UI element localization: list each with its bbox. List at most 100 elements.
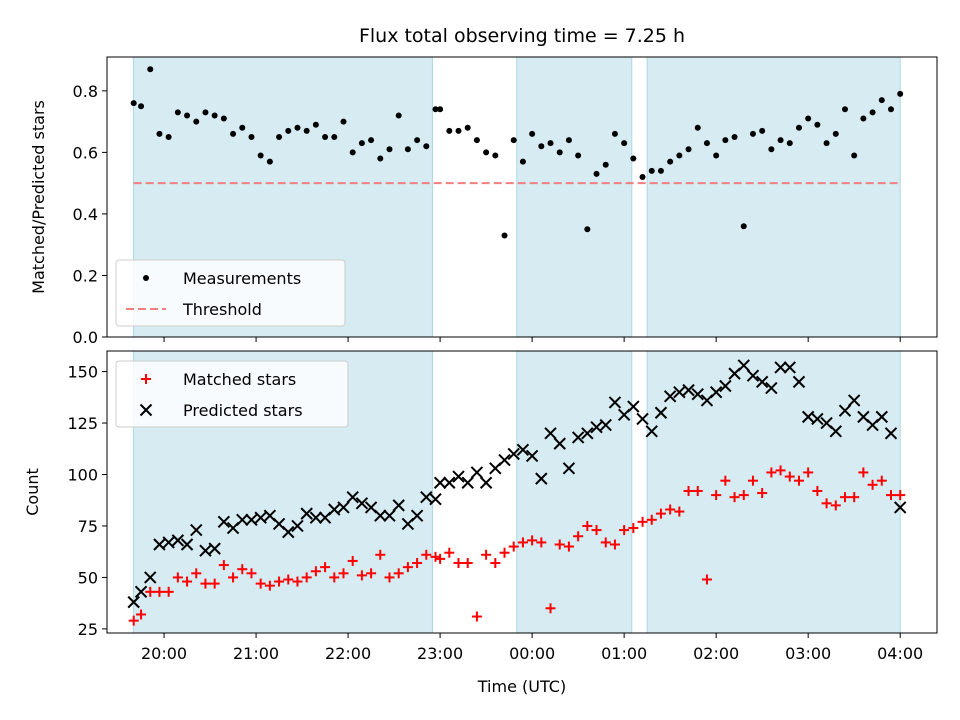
predicted-star-point xyxy=(199,544,212,557)
matched-star-point xyxy=(830,500,841,511)
x-tick-label: 03:00 xyxy=(785,644,831,663)
predicted-star-point xyxy=(525,449,539,463)
predicted-star-point xyxy=(709,385,723,399)
measurement-point xyxy=(786,140,793,147)
matched-star-point xyxy=(292,576,303,587)
predicted-star-point xyxy=(516,443,530,457)
matched-star-point xyxy=(775,465,786,476)
measurement-point xyxy=(437,106,444,113)
matched-star-point xyxy=(839,492,850,503)
measurement-point xyxy=(759,127,766,134)
measurement-point xyxy=(777,137,784,144)
matched-star-point xyxy=(301,572,312,583)
matched-star-point xyxy=(471,611,482,622)
predicted-star-point xyxy=(627,400,640,413)
measurement-point xyxy=(312,121,319,128)
matched-star-point xyxy=(329,572,340,583)
predicted-star-point xyxy=(470,466,484,479)
matched-star-point xyxy=(876,475,887,486)
matched-star-point xyxy=(182,576,193,587)
measurement-point xyxy=(621,140,628,147)
measurement-point xyxy=(230,130,237,137)
y-tick-label: 0.8 xyxy=(73,82,98,101)
matched-star-point xyxy=(646,514,657,525)
predicted-star-point xyxy=(875,410,888,424)
matched-star-point xyxy=(821,498,832,509)
predicted-star-point xyxy=(663,390,677,403)
predicted-star-point xyxy=(765,381,778,395)
measurement-point xyxy=(322,134,329,140)
predicted-star-point xyxy=(884,427,898,440)
measurement-point xyxy=(703,140,710,147)
matched-star-point xyxy=(600,537,611,548)
measurement-point xyxy=(657,167,664,174)
x-tick-label: 20:00 xyxy=(141,644,187,663)
predicted-star-point xyxy=(636,412,649,426)
matched-star-point xyxy=(628,523,639,534)
predicted-star-point xyxy=(847,394,861,407)
predicted-star-point xyxy=(420,490,433,504)
matched-star-point xyxy=(490,558,501,569)
measurement-point xyxy=(455,127,462,134)
measurement-point xyxy=(805,115,812,122)
matched-star-point xyxy=(200,578,211,589)
matched-star-point xyxy=(499,547,510,558)
matched-star-point xyxy=(554,539,565,550)
measurement-point xyxy=(248,134,255,140)
matched-star-point xyxy=(356,570,367,581)
predicted-star-point xyxy=(236,513,249,526)
legend-marker-dot xyxy=(143,275,149,281)
predicted-star-point xyxy=(180,538,194,551)
predicted-star-point xyxy=(774,361,787,374)
matched-star-point xyxy=(430,551,441,562)
predicted-star-point xyxy=(535,472,548,485)
matched-star-point xyxy=(145,586,156,597)
matched-star-point xyxy=(527,535,538,546)
matched-star-point xyxy=(683,485,694,496)
measurement-point xyxy=(174,109,181,116)
predicted-star-point xyxy=(217,515,231,529)
legend: Measurements Threshold xyxy=(115,259,346,327)
predicted-star-point xyxy=(608,396,622,409)
matched-star-point xyxy=(793,475,804,486)
matched-star-point xyxy=(665,504,676,515)
matched-star-point xyxy=(609,539,620,550)
predicted-star-point xyxy=(190,523,203,537)
measurement-point xyxy=(897,90,904,97)
measurement-point xyxy=(869,109,876,116)
measurement-point xyxy=(547,140,554,147)
matched-star-point xyxy=(347,555,358,566)
measurement-point xyxy=(257,152,264,159)
predicted-star-point xyxy=(562,462,576,475)
predicted-star-point xyxy=(144,571,157,584)
matched-star-point xyxy=(412,558,423,569)
matched-star-point xyxy=(766,467,777,478)
measurement-point xyxy=(519,158,526,165)
predicted-star-point xyxy=(746,369,760,382)
matched-star-point xyxy=(209,578,220,589)
matched-star-point xyxy=(858,467,869,478)
matched-star-point xyxy=(637,516,648,527)
matched-star-point xyxy=(366,568,377,579)
matched-star-point xyxy=(218,560,229,571)
measurement-point xyxy=(377,155,384,162)
matched-star-point xyxy=(849,492,860,503)
matched-star-point xyxy=(812,485,823,496)
y-tick-label: 150 xyxy=(67,363,98,382)
measurement-point xyxy=(832,130,839,137)
matched-star-point xyxy=(757,488,768,499)
predicted-star-point xyxy=(507,447,520,461)
y-tick-label: 0.0 xyxy=(73,328,98,347)
matched-star-point xyxy=(228,572,239,583)
x-tick-label: 02:00 xyxy=(693,644,739,663)
predicted-star-point xyxy=(429,492,442,506)
measurement-point xyxy=(285,127,292,134)
predicted-star-point xyxy=(645,425,658,438)
predicted-star-point xyxy=(374,509,387,522)
measurement-point xyxy=(841,106,848,113)
measurement-point xyxy=(611,130,618,137)
measurement-point xyxy=(565,137,572,144)
measurement-point xyxy=(239,124,246,131)
legend-label: Measurements xyxy=(183,269,301,288)
